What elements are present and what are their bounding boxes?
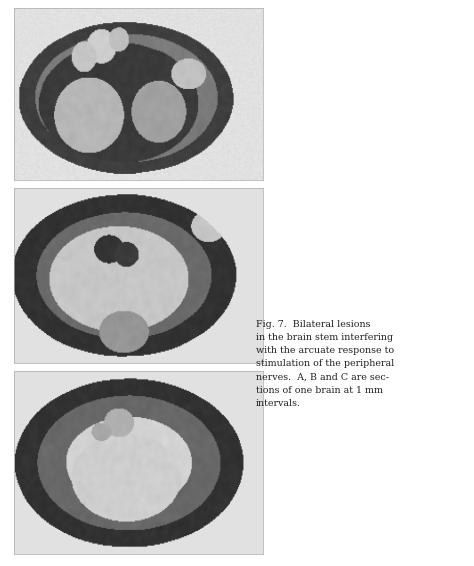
Text: Fig. 7.  Bilateral lesions
in the brain stem interfering
with the arcuate respon: Fig. 7. Bilateral lesions in the brain s…: [256, 320, 394, 408]
